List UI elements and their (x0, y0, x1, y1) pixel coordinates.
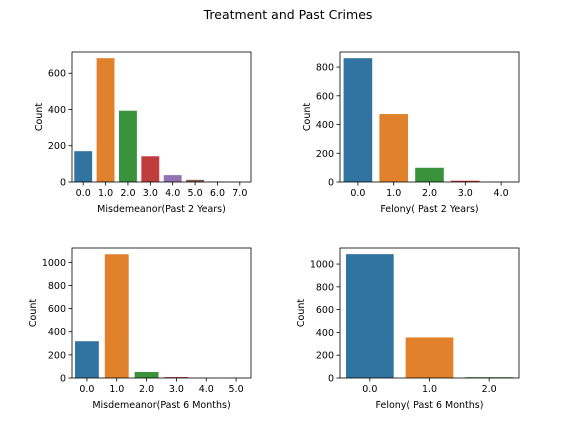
y-axis-label: Count (34, 103, 45, 131)
y-tick-label: 400 (316, 328, 334, 339)
bar-3.0 (141, 156, 160, 182)
bar-0.0 (74, 341, 99, 378)
y-axis-label: Count (302, 103, 313, 131)
y-tick-label: 200 (316, 149, 334, 160)
chart-panel-3: 0.0 1.0 2.0 3.0 4.0 5.0 0 200 400 600 800 1000 Misde… (28, 247, 252, 411)
bar-2.0 (134, 371, 159, 378)
x-tick-label: 5.0 (188, 188, 203, 199)
x-tick-label: 1.0 (422, 384, 437, 395)
bar-5.0 (186, 179, 205, 182)
x-tick-label: 3.0 (143, 188, 158, 199)
y-tick-label: 600 (48, 69, 66, 80)
bar-0.0 (343, 58, 373, 182)
y-tick-label: 400 (48, 327, 66, 338)
x-axis-label: Misdemeanor(Past 2 Years) (97, 204, 226, 215)
y-tick-label: 1000 (310, 260, 334, 271)
bar-1.0 (379, 114, 409, 182)
y-tick-label: 800 (316, 63, 334, 74)
y-tick-label: 200 (48, 141, 66, 152)
bar-0.0 (74, 151, 93, 182)
x-axis-label: Felony( Past 6 Months) (376, 400, 484, 411)
x-tick-label: 2.0 (139, 384, 154, 395)
x-tick-label: 0.0 (76, 188, 91, 199)
x-tick-label: 4.0 (165, 188, 180, 199)
x-tick-label: 2.0 (120, 188, 135, 199)
y-tick-label: 800 (48, 281, 66, 292)
bar-2.0 (415, 167, 444, 182)
y-axis-label: Count (296, 299, 307, 327)
x-tick-label: 5.0 (229, 384, 244, 395)
chart-panel-1: 0.0 1.0 2.0 3.0 4.0 5.0 6.0 7.0 0 200 400 600 Misdem… (34, 51, 252, 215)
y-tick-label: 0 (328, 374, 334, 385)
y-tick-label: 600 (316, 305, 334, 316)
y-tick-label: 1000 (42, 258, 66, 269)
x-tick-label: 2.0 (422, 188, 437, 199)
plot-frame (71, 51, 252, 183)
x-tick-label: 6.0 (210, 188, 225, 199)
x-tick-label: 2.0 (482, 384, 497, 395)
x-tick-label: 7.0 (232, 188, 247, 199)
x-tick-label: 3.0 (169, 384, 184, 395)
bar-1.0 (96, 58, 115, 182)
chart-panel-4: 0.0 1.0 2.0 0 200 400 600 800 1000 Felony( Past 6… (296, 247, 520, 411)
y-tick-label: 0 (60, 374, 66, 385)
bar-3.0 (164, 377, 189, 378)
y-tick-label: 200 (316, 351, 334, 362)
y-tick-label: 0 (60, 178, 66, 189)
y-axis-label: Count (28, 299, 39, 327)
x-tick-label: 4.0 (199, 384, 214, 395)
y-tick-label: 400 (316, 120, 334, 131)
y-tick-label: 600 (48, 304, 66, 315)
bar-3.0 (450, 180, 480, 182)
x-axis-label: Felony( Past 2 Years) (380, 204, 478, 215)
x-tick-label: 3.0 (458, 188, 473, 199)
y-tick-label: 600 (316, 91, 334, 102)
bar-0.0 (345, 254, 394, 378)
x-axis-label: Misdemeanor(Past 6 Months) (92, 400, 230, 411)
plot-frame (71, 247, 252, 379)
bar-1.0 (405, 337, 454, 378)
chart-panel-2: 0.0 1.0 2.0 3.0 4.0 0 200 400 600 800 Felony( Past… (302, 51, 520, 215)
x-tick-label: 0.0 (350, 188, 365, 199)
x-tick-label: 4.0 (494, 188, 509, 199)
y-tick-label: 0 (328, 178, 334, 189)
x-tick-label: 0.0 (362, 384, 377, 395)
y-tick-label: 200 (48, 350, 66, 361)
x-tick-label: 1.0 (386, 188, 401, 199)
y-tick-label: 800 (316, 282, 334, 293)
bar-4.0 (163, 175, 182, 182)
x-tick-label: 1.0 (98, 188, 113, 199)
bar-1.0 (104, 254, 129, 378)
figure-title: Treatment and Past Crimes (203, 7, 373, 22)
x-tick-label: 1.0 (109, 384, 124, 395)
x-tick-label: 0.0 (79, 384, 94, 395)
chart-panels: 0.0 1.0 2.0 3.0 4.0 5.0 6.0 7.0 0 200 400 600 Misdem… (28, 51, 520, 411)
bar-2.0 (118, 110, 137, 182)
y-tick-label: 400 (48, 105, 66, 116)
